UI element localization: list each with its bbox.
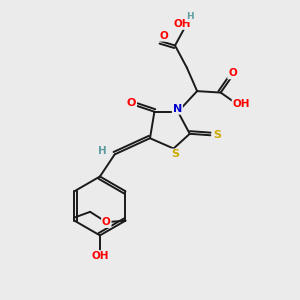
Text: O: O bbox=[228, 68, 237, 78]
Text: H: H bbox=[186, 12, 194, 21]
Text: OH: OH bbox=[174, 19, 191, 29]
Text: O: O bbox=[102, 217, 111, 227]
Text: O: O bbox=[160, 31, 168, 41]
Text: S: S bbox=[171, 149, 179, 159]
Text: N: N bbox=[173, 104, 182, 114]
Text: O: O bbox=[127, 98, 136, 109]
Text: OH: OH bbox=[232, 99, 250, 110]
Text: H: H bbox=[98, 146, 107, 156]
Text: OH: OH bbox=[91, 251, 109, 261]
Text: S: S bbox=[213, 130, 221, 140]
